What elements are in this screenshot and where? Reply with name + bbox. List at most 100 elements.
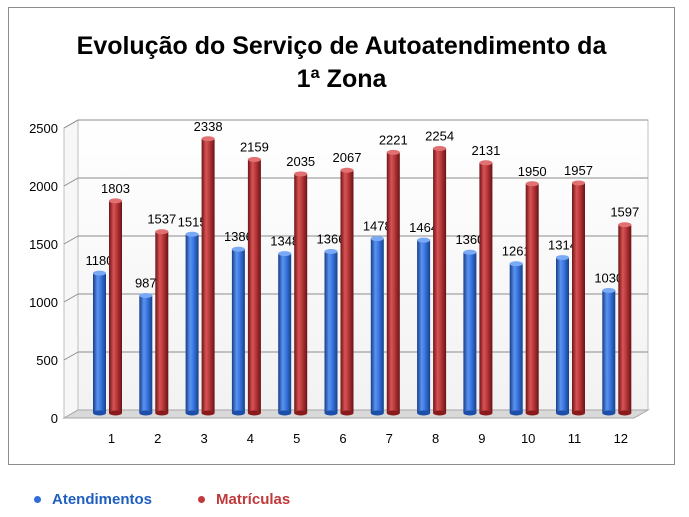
- legend-item-matriculas: Matrículas: [198, 491, 290, 508]
- bar-top: [247, 157, 261, 163]
- bar-matriculas: [433, 148, 447, 413]
- bar-top: [509, 261, 523, 267]
- bar-base: [247, 410, 261, 416]
- bar-matriculas: [109, 200, 122, 413]
- data-label: 1261: [502, 244, 531, 259]
- y-tick-label: 0: [51, 411, 58, 426]
- chart-title-line-2: 1ª Zona: [296, 65, 387, 93]
- data-label: 2338: [194, 119, 223, 134]
- y-tick-label: 1500: [29, 237, 58, 252]
- data-label: 2035: [286, 154, 315, 169]
- data-label: 1597: [610, 205, 639, 220]
- bar-base: [479, 410, 493, 416]
- x-tick-label: 1: [108, 431, 115, 446]
- bar-matriculas: [572, 182, 585, 413]
- bar-base: [185, 410, 199, 416]
- bar-top: [139, 293, 153, 299]
- legend-item-atendimentos: Atendimentos: [34, 491, 152, 508]
- gridline-side: [63, 293, 79, 303]
- x-tick-label: 5: [293, 431, 300, 446]
- data-label: 1464: [409, 220, 438, 235]
- y-tick-label: 2000: [29, 179, 58, 194]
- bar-atendimentos: [509, 263, 523, 413]
- bar-base: [386, 410, 400, 416]
- bar-atendimentos: [139, 295, 153, 413]
- bar-top: [525, 181, 539, 187]
- bar-base: [602, 410, 616, 416]
- bar-base: [618, 410, 632, 416]
- data-label: 1950: [518, 164, 547, 179]
- data-label: 1803: [101, 181, 130, 196]
- bar-top: [155, 229, 169, 235]
- bar-base: [370, 410, 384, 416]
- bar-matriculas: [479, 162, 493, 413]
- bar-atendimentos: [93, 273, 106, 413]
- bar-base: [572, 410, 585, 416]
- bar-top: [93, 270, 106, 276]
- data-label: 1386: [224, 229, 253, 244]
- legend-marker-matriculas: [198, 495, 206, 503]
- data-label: 1348: [270, 234, 299, 249]
- data-label: 1030: [594, 271, 623, 286]
- data-label: 2159: [240, 140, 269, 155]
- bar-atendimentos: [370, 238, 384, 413]
- bar-matriculas: [294, 173, 308, 413]
- legend: Atendimentos Matrículas: [34, 488, 336, 510]
- bar-matriculas: [201, 138, 215, 414]
- bar-atendimentos: [417, 240, 431, 413]
- chart-title: Evolução do Serviço de Autoatendimento d…: [9, 30, 674, 96]
- bar-base: [278, 410, 292, 416]
- bar-atendimentos: [463, 252, 477, 413]
- bar-top: [324, 249, 338, 255]
- y-tick-label: 2500: [29, 121, 58, 136]
- bar-base: [463, 410, 477, 416]
- bar-top: [109, 198, 122, 204]
- gridline-side: [63, 177, 79, 187]
- bar-matriculas: [247, 159, 261, 413]
- bar-base: [556, 410, 569, 416]
- bar-base: [139, 410, 153, 416]
- bar-top: [231, 246, 245, 252]
- bar-top: [618, 222, 632, 228]
- data-label: 1360: [455, 232, 484, 247]
- data-label: 2067: [333, 150, 362, 165]
- bar-base: [201, 410, 215, 416]
- plot-side-wall: [63, 119, 79, 419]
- bar-matriculas: [525, 183, 539, 413]
- x-tick-label: 6: [339, 431, 346, 446]
- data-label: 987: [135, 276, 157, 291]
- data-label: 1314: [548, 238, 577, 253]
- bar-top: [370, 236, 384, 242]
- y-tick-label: 1000: [29, 295, 58, 310]
- bar-base: [417, 410, 431, 416]
- data-label: 2221: [379, 132, 408, 147]
- bar-top: [479, 160, 493, 166]
- plot-back-wall: [77, 119, 649, 411]
- bar-base: [109, 410, 122, 416]
- data-label: 2131: [471, 143, 500, 158]
- data-label: 1515: [178, 214, 207, 229]
- legend-marker-atendimentos: [34, 495, 41, 503]
- bar-base: [231, 410, 245, 416]
- bar-top: [278, 251, 292, 257]
- bar-top: [185, 231, 199, 237]
- data-label: 1537: [147, 212, 176, 227]
- bar-top: [556, 255, 569, 261]
- bar-atendimentos: [185, 234, 199, 413]
- data-label: 1478: [363, 219, 392, 234]
- data-label: 2254: [425, 129, 454, 144]
- bar-matriculas: [618, 224, 632, 413]
- bar-atendimentos: [324, 251, 338, 413]
- gridline-side: [63, 119, 79, 129]
- bar-top: [463, 249, 477, 255]
- legend-label-matriculas: Matrículas: [216, 490, 291, 508]
- bar-atendimentos: [556, 257, 569, 413]
- bar-atendimentos: [231, 249, 245, 413]
- legend-label-atendimentos: Atendimentos: [52, 490, 153, 508]
- gridline-side: [63, 351, 79, 361]
- x-tick-label: 3: [200, 431, 207, 446]
- data-label: 1366: [317, 232, 346, 247]
- bar-base: [509, 410, 523, 416]
- bar-base: [433, 410, 447, 416]
